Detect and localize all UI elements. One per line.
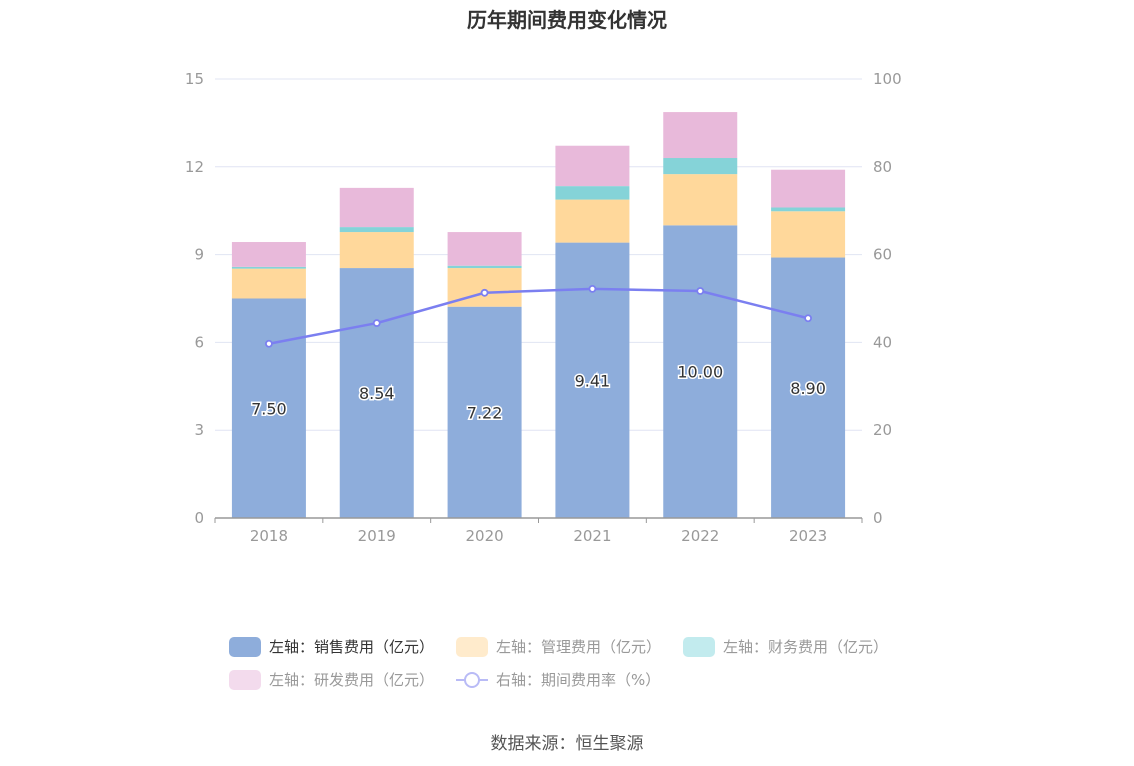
bar-segment-0-2018 [231,298,306,518]
x-tick-label: 2022 [681,527,719,545]
legend-item-rd[interactable]: 左轴：研发费用（亿元） [229,669,434,690]
rate-point [265,339,273,348]
y-right-tick-label: 20 [873,421,892,439]
bar-segment-2-2020 [447,265,522,269]
legend-item-rate[interactable]: 右轴：期间费用率（%） [456,669,660,690]
legend-label-admin: 左轴：管理费用（亿元） [496,638,662,656]
legend-swatch-sales [229,636,261,657]
legend-swatch-rate [456,670,489,690]
bar-segment-3-2021 [555,145,630,187]
legend-swatch-admin [456,636,489,657]
y-left-tick-label: 9 [194,246,204,264]
legend-row-1: 左轴：销售费用（亿元） 左轴：管理费用（亿元） 左轴：财务费用（亿元） [229,630,929,663]
rate-point [372,319,381,327]
bar-data-label: 8.54 [359,384,395,403]
bar-segment-2-2023 [771,207,846,212]
y-right-tick-label: 60 [873,246,892,264]
legend-item-admin[interactable]: 左轴：管理费用（亿元） [456,636,661,657]
y-left-tick-label: 12 [185,158,204,176]
bar-data-label: 10.00 [677,363,723,382]
legend-label-finance: 左轴：财务费用（亿元） [723,638,889,656]
rate-point [696,287,705,295]
bar-segment-3-2018 [231,242,306,267]
chart-plot: 0 0 3 20 6 40 9 60 12 80 15 100 2018 2019 2020 2021 2022… [185,70,902,545]
bar-segment-2-2021 [555,186,630,200]
bar-segment-3-2023 [771,169,846,208]
legend: 左轴：销售费用（亿元） 左轴：管理费用（亿元） 左轴：财务费用（亿元） 左轴：研… [229,630,929,696]
bar-segment-1-2018 [231,268,306,299]
legend-item-sales[interactable]: 左轴：销售费用（亿元） [229,636,434,657]
x-tick-label: 2019 [358,527,396,545]
bar-segment-1-2021 [555,199,630,243]
bar-data-label: 7.50 [251,399,287,418]
y-left-tick-label: 0 [194,509,204,527]
bar-segment-2-2018 [231,266,306,269]
axes: 0 0 3 20 6 40 9 60 12 80 15 100 2018 2019 2020 2021 2022… [185,70,902,545]
legend-label-rate: 右轴：期间费用率（%） [496,671,661,689]
y-right-tick-label: 0 [873,509,883,527]
bar-segment-2-2022 [663,158,738,175]
bar-segment-1-2019 [339,232,414,269]
legend-label-sales: 左轴：销售费用（亿元） [269,638,435,656]
data-labels: 7.50 8.54 7.22 9.41 10.00 8.90 [250,361,828,424]
bar-segment-0-2020 [447,306,522,518]
bar-segment-3-2019 [339,187,414,228]
legend-row-2: 左轴：研发费用（亿元） 右轴：期间费用率（%） [229,663,929,696]
y-right-tick-label: 40 [873,333,892,351]
chart-title: 历年期间费用变化情况 [467,8,667,32]
y-right-tick-label: 80 [873,158,892,176]
line-layer [265,284,812,348]
y-left-tick-label: 3 [194,421,204,439]
bar-segment-1-2023 [771,211,846,258]
bar-data-label: 7.22 [467,403,503,422]
bar-data-label: 8.90 [790,379,826,398]
grid-lines [215,78,862,431]
y-left-tick-label: 15 [185,70,204,88]
bar-layer [231,112,846,519]
bar-data-label: 9.41 [575,371,611,390]
x-tick-label: 2020 [465,527,503,545]
rate-point [588,284,597,293]
bar-segment-0-2023 [771,257,846,518]
bar-segment-0-2019 [339,268,414,518]
y-right-tick-label: 100 [873,70,902,88]
x-tick-label: 2023 [789,527,827,545]
bar-segment-1-2022 [663,174,738,226]
legend-label-rd: 左轴：研发费用（亿元） [269,671,435,689]
legend-swatch-finance [683,636,716,657]
rate-point [804,314,812,323]
rate-line [268,287,809,345]
bar-segment-3-2022 [663,112,738,159]
x-tick-label: 2018 [250,527,288,545]
bar-segment-3-2020 [447,232,522,266]
y-left-tick-label: 6 [194,333,204,351]
source-note: 数据来源：恒生聚源 [490,734,644,754]
legend-swatch-rd [229,669,261,690]
x-tick-label: 2021 [573,527,611,545]
bar-segment-0-2022 [663,225,738,519]
rate-point [480,288,489,297]
bar-segment-2-2019 [339,227,414,233]
legend-item-finance[interactable]: 左轴：财务费用（亿元） [683,636,888,657]
